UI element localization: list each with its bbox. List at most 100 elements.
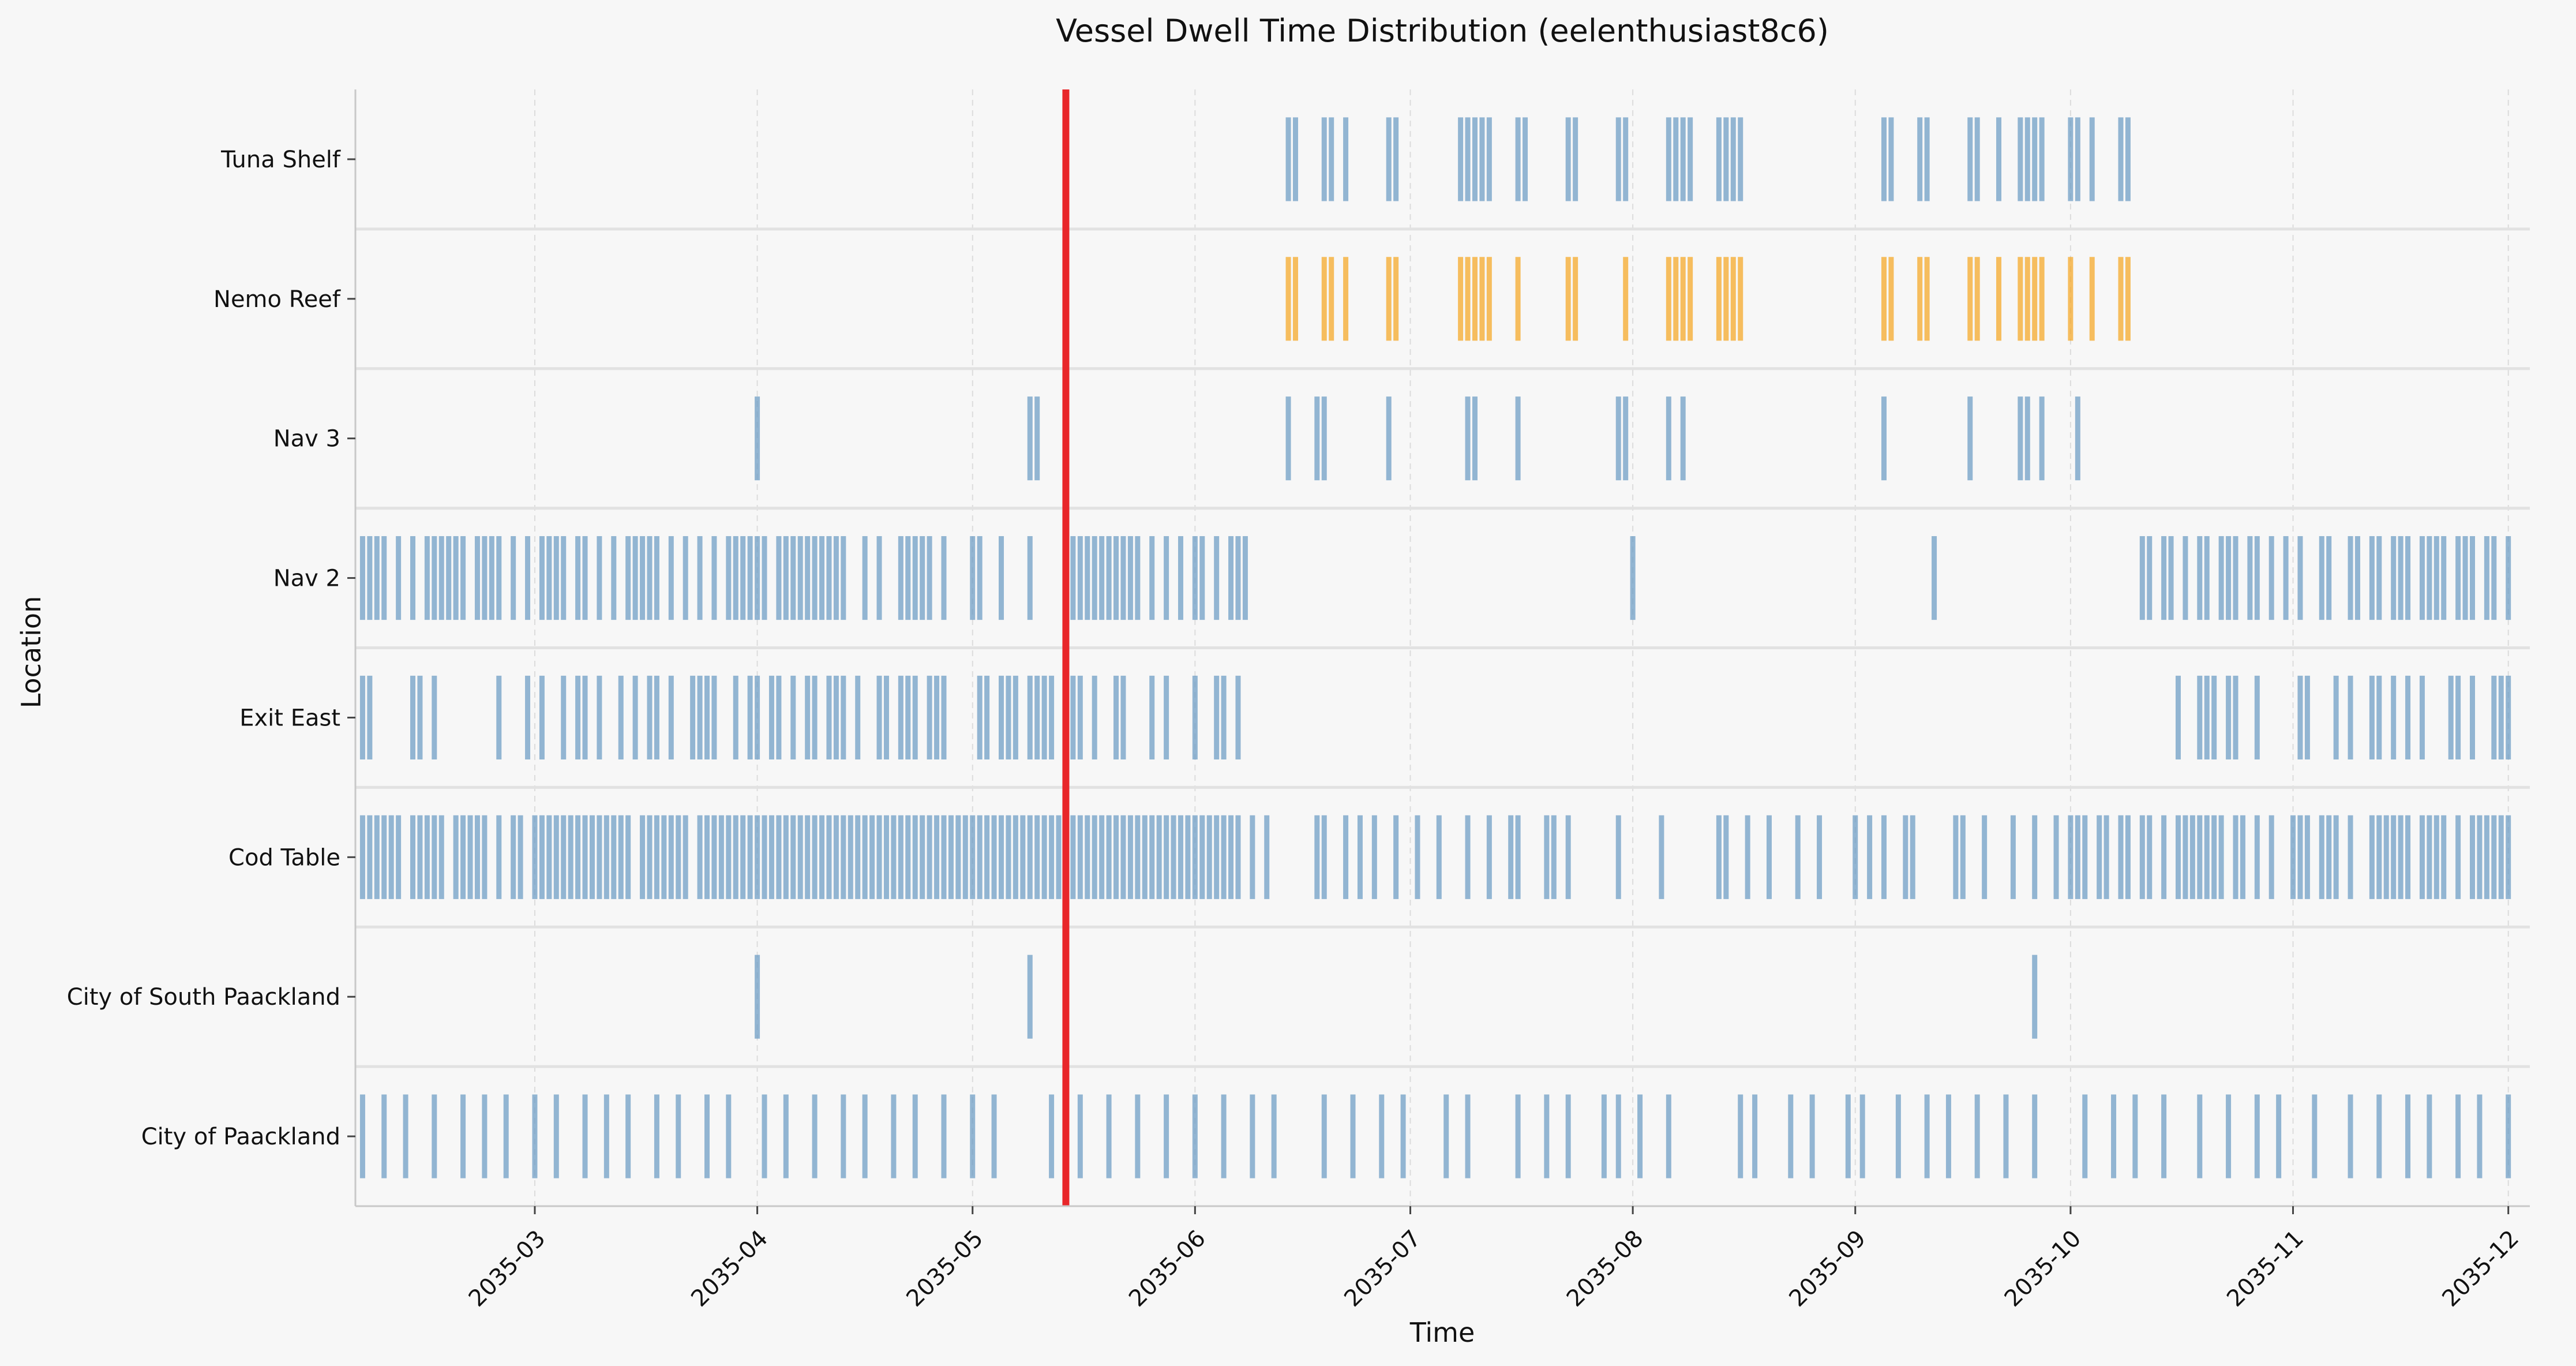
- dwell-event-bar: [1271, 1094, 1277, 1178]
- dwell-event-bar: [611, 536, 617, 620]
- dwell-event-bar: [1809, 1094, 1815, 1178]
- dwell-event-bar: [1214, 675, 1220, 759]
- dwell-event-bar: [1573, 117, 1578, 201]
- dwell-event-bar: [2075, 815, 2080, 899]
- dwell-event-bar: [1221, 815, 1227, 899]
- dwell-event-bar: [1903, 815, 1908, 899]
- dwell-event-bar: [632, 675, 638, 759]
- dwell-event-bar: [2433, 536, 2439, 620]
- dwell-event-bar: [726, 1094, 732, 1178]
- dwell-event-bar: [1149, 675, 1155, 759]
- dwell-event-bar: [1615, 396, 1621, 481]
- dwell-event-bar: [2376, 815, 2382, 899]
- dwell-event-bar: [668, 675, 674, 759]
- dwell-event-bar: [1178, 815, 1183, 899]
- dwell-event-bar: [747, 536, 753, 620]
- dwell-event-bar: [1034, 675, 1040, 759]
- dwell-event-bar: [453, 815, 459, 899]
- dwell-event-bar: [417, 675, 423, 759]
- dwell-event-bar: [2068, 117, 2073, 201]
- dwell-event-bar: [2211, 815, 2217, 899]
- dwell-event-bar: [776, 675, 782, 759]
- dwell-event-bar: [2333, 675, 2339, 759]
- dwell-event-bar: [359, 1094, 365, 1178]
- dwell-event-bar: [539, 536, 545, 620]
- dwell-event-bar: [1716, 257, 1722, 341]
- dwell-event-bar: [561, 536, 567, 620]
- dwell-event-bar: [2369, 536, 2375, 620]
- dwell-event-bar: [920, 815, 925, 899]
- dwell-event-bar: [2304, 675, 2310, 759]
- dwell-event-bar: [2348, 536, 2353, 620]
- dwell-event-bar: [1859, 1094, 1865, 1178]
- dwell-event-bar: [1034, 815, 1040, 899]
- dwell-event-bar: [1465, 257, 1471, 341]
- dwell-event-bar: [1996, 257, 2002, 341]
- dwell-event-bar: [2039, 396, 2045, 481]
- dwell-event-bar: [625, 1094, 631, 1178]
- dwell-event-bar: [2506, 536, 2511, 620]
- dwell-event-bar: [1924, 117, 1930, 201]
- dwell-event-bar: [2032, 955, 2038, 1039]
- dwell-event-bar: [2433, 815, 2439, 899]
- dwell-event-bar: [1465, 1094, 1471, 1178]
- dwell-event-bar: [2319, 536, 2324, 620]
- dwell-event-bar: [1623, 117, 1629, 201]
- dwell-event-bar: [2089, 117, 2095, 201]
- dwell-event-bar: [912, 1094, 918, 1178]
- dwell-event-bar: [755, 675, 760, 759]
- dwell-event-bar: [2419, 536, 2425, 620]
- dwell-event-bar: [553, 1094, 559, 1178]
- dwell-event-bar: [955, 815, 961, 899]
- dwell-event-bar: [482, 1094, 488, 1178]
- dwell-event-bar: [2075, 117, 2080, 201]
- dwell-event-bar: [2376, 1094, 2382, 1178]
- dwell-event-bar: [2032, 815, 2038, 899]
- dwell-event-bar: [2018, 396, 2023, 481]
- dwell-event-bar: [941, 1094, 947, 1178]
- y-ticks: City of Paackland City of South Paackland…: [67, 147, 355, 1150]
- dwell-event-bar: [518, 815, 523, 899]
- dwell-event-bar: [977, 536, 983, 620]
- dwell-event-bar: [625, 815, 631, 899]
- dwell-event-bar: [1049, 675, 1055, 759]
- dwell-event-bar: [2254, 815, 2260, 899]
- dwell-event-bar: [927, 815, 932, 899]
- axes: [354, 89, 2530, 1207]
- dwell-event-bar: [1178, 536, 1183, 620]
- dwell-event-bar: [1917, 117, 1923, 201]
- dwell-event-bar: [1400, 1094, 1406, 1178]
- dwell-event-bar: [2233, 536, 2238, 620]
- dwell-event-bar: [1149, 536, 1155, 620]
- dwell-event-bar: [2161, 815, 2167, 899]
- dwell-event-bar: [1250, 1094, 1255, 1178]
- dwell-event-bar: [970, 1094, 976, 1178]
- dwell-event-bar: [2103, 815, 2109, 899]
- dwell-event-bar: [2427, 1094, 2432, 1178]
- dwell-event-bar: [1881, 117, 1887, 201]
- dwell-event-bar: [999, 536, 1004, 620]
- dwell-event-bar: [453, 536, 459, 620]
- dwell-event-bar: [2290, 815, 2296, 899]
- dwell-event-bar: [2348, 815, 2353, 899]
- dwell-event-bar: [359, 536, 365, 620]
- dwell-event-bar: [2491, 815, 2497, 899]
- dwell-event-bar: [2427, 815, 2432, 899]
- dwell-event-bar: [582, 675, 588, 759]
- dwell-event-bar: [768, 675, 774, 759]
- dwell-event-bar: [589, 815, 595, 899]
- dwell-event-bar: [1479, 257, 1485, 341]
- dwell-event-bar: [1888, 257, 1894, 341]
- dwell-event-bar: [2369, 815, 2375, 899]
- dwell-event-bar: [2226, 1094, 2232, 1178]
- dwell-event-bar: [934, 675, 940, 759]
- dwell-event-bar: [2024, 396, 2030, 481]
- dwell-event-bar: [2462, 536, 2468, 620]
- dwell-event-bar: [1228, 815, 1234, 899]
- dwell-event-bar: [812, 675, 818, 759]
- dwell-event-bar: [1321, 257, 1327, 341]
- dwell-event-bar: [1666, 1094, 1671, 1178]
- dwell-event-bar: [503, 1094, 509, 1178]
- dwell-event-bar: [2161, 1094, 2167, 1178]
- dwell-event-bar: [2183, 815, 2188, 899]
